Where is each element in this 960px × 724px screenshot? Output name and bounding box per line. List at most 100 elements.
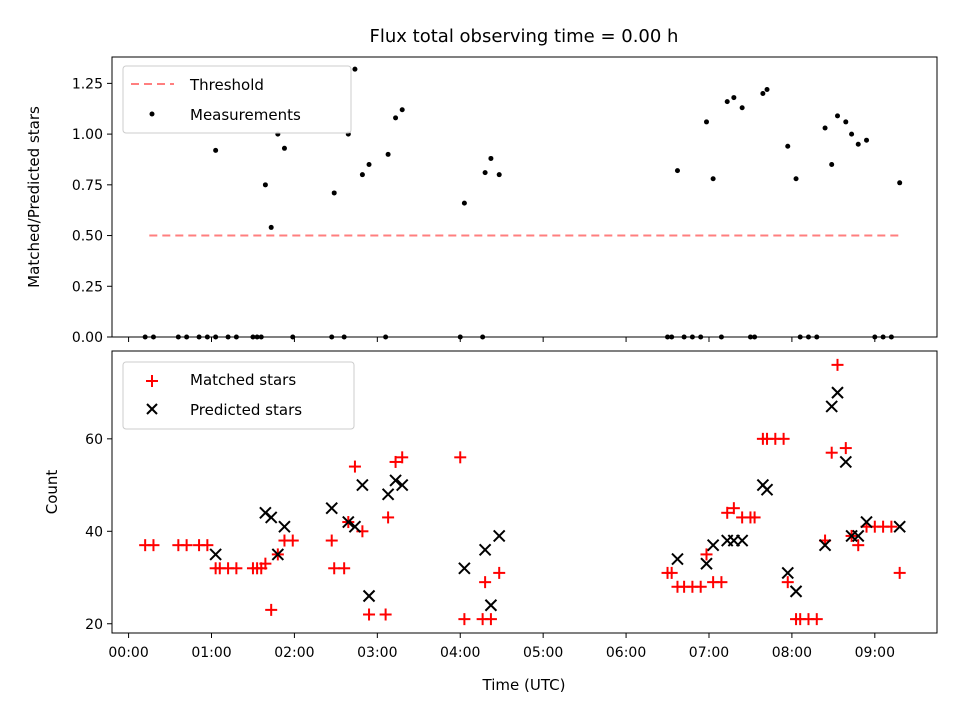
x-tick-label: 08:00 bbox=[772, 645, 812, 661]
predicted-star-point bbox=[478, 543, 492, 556]
bottom-y-axis-label: Count bbox=[43, 470, 61, 515]
predicted-star-point bbox=[362, 589, 376, 603]
measurement-point bbox=[213, 147, 219, 153]
legend-matched-swatch bbox=[146, 375, 158, 387]
matched-star-point bbox=[748, 511, 761, 524]
measurement-point bbox=[184, 334, 190, 340]
x-tick-label: 09:00 bbox=[855, 645, 895, 661]
bottom-plot-frame bbox=[111, 350, 938, 634]
matched-star-point bbox=[180, 539, 193, 552]
measurement-point bbox=[496, 172, 502, 178]
x-tick-label: 01:00 bbox=[191, 645, 231, 661]
predicted-star-point bbox=[271, 548, 285, 561]
measurement-point bbox=[480, 334, 486, 340]
top-y-tick-label: 0.75 bbox=[72, 178, 103, 194]
matched-star-point bbox=[715, 576, 728, 589]
measurement-point bbox=[150, 334, 156, 340]
predicted-star-point bbox=[825, 400, 838, 413]
matched-star-point bbox=[338, 562, 351, 575]
bottom-y-tick-label: 20 bbox=[85, 617, 103, 633]
matched-star-point bbox=[479, 576, 492, 589]
matched-star-point bbox=[721, 506, 734, 519]
top-y-tick-label: 1.25 bbox=[72, 76, 103, 92]
measurement-point bbox=[710, 176, 716, 182]
legend-threshold-label: Threshold bbox=[189, 76, 264, 94]
measurement-point bbox=[703, 119, 709, 125]
legend-measurements-swatch bbox=[149, 111, 155, 117]
predicted-star-point bbox=[860, 515, 873, 529]
matched-star-point bbox=[839, 442, 852, 455]
predicted-star-point bbox=[458, 562, 471, 575]
predicted-star-point bbox=[342, 515, 355, 529]
bottom-axes: 20 40 60 00:00 01:00 02:00 03:00 04:00 05:00 06:… bbox=[43, 350, 938, 694]
measurement-point bbox=[262, 182, 268, 188]
top-y-tick-label: 0.25 bbox=[72, 279, 103, 295]
measurement-point bbox=[724, 99, 730, 105]
legend-predicted-label: Predicted stars bbox=[190, 401, 302, 419]
x-tick-label: 02:00 bbox=[274, 645, 314, 661]
matched-star-point bbox=[831, 358, 844, 371]
measurement-point bbox=[331, 190, 337, 196]
measurement-points bbox=[142, 66, 903, 340]
measurement-point bbox=[785, 143, 791, 149]
bottom-legend: Matched stars Predicted stars bbox=[122, 361, 355, 430]
top-legend-box bbox=[122, 65, 352, 134]
predicted-star-point bbox=[325, 501, 338, 515]
predicted-star-point bbox=[781, 566, 794, 580]
measurement-point bbox=[461, 200, 467, 206]
measurement-point bbox=[393, 115, 399, 121]
measurement-point bbox=[482, 170, 488, 176]
chart-title: Flux total observing time = 0.00 h bbox=[370, 26, 679, 47]
measurement-point bbox=[731, 95, 737, 101]
measurement-point bbox=[281, 145, 287, 151]
x-tick-label: 04:00 bbox=[440, 645, 480, 661]
predicted-star-point bbox=[839, 455, 853, 469]
top-y-ticks: 0.00 0.25 0.50 0.75 1.00 1.25 bbox=[72, 76, 112, 346]
measurement-point bbox=[290, 334, 296, 340]
bottom-y-tick-label: 40 bbox=[85, 524, 103, 540]
measurement-point bbox=[366, 162, 372, 168]
measurement-point bbox=[698, 334, 704, 340]
measurement-point bbox=[760, 91, 766, 97]
measurement-point bbox=[843, 119, 849, 125]
matched-star-point bbox=[201, 539, 214, 552]
top-axes: 0.00 0.25 0.50 0.75 1.00 1.25 Matched/Predict… bbox=[25, 56, 938, 346]
predicted-star-point bbox=[395, 478, 409, 492]
measurement-point bbox=[897, 180, 903, 186]
measurement-point bbox=[175, 334, 181, 340]
measurement-point bbox=[669, 334, 675, 340]
measurement-point bbox=[835, 113, 841, 119]
measurement-point bbox=[233, 334, 239, 340]
x-tick-label: 07:00 bbox=[689, 645, 729, 661]
measurement-point bbox=[196, 334, 202, 340]
top-y-tick-label: 1.00 bbox=[72, 127, 103, 143]
predicted-star-point bbox=[356, 478, 369, 492]
bottom-x-ticks: 00:00 01:00 02:00 03:00 04:00 05:00 06:00 07:00… bbox=[108, 633, 895, 661]
matched-star-point bbox=[147, 539, 160, 552]
predicted-stars-points bbox=[209, 386, 906, 612]
predicted-star-point bbox=[278, 520, 291, 533]
legend-measurements-label: Measurements bbox=[190, 106, 301, 124]
measurement-point bbox=[888, 334, 894, 340]
matched-star-point bbox=[665, 566, 678, 579]
predicted-star-point bbox=[264, 511, 278, 524]
measurement-point bbox=[747, 334, 753, 340]
measurement-point bbox=[383, 334, 389, 340]
matched-star-point bbox=[852, 539, 865, 552]
matched-star-point bbox=[893, 566, 906, 579]
predicted-star-point bbox=[852, 529, 865, 543]
measurement-point bbox=[849, 131, 855, 137]
matched-star-point bbox=[379, 608, 392, 621]
measurement-point bbox=[764, 86, 770, 92]
measurement-point bbox=[864, 137, 870, 143]
matched-star-point bbox=[727, 502, 740, 515]
measurement-point bbox=[822, 125, 828, 131]
measurement-point bbox=[880, 334, 886, 340]
measurement-point bbox=[718, 334, 724, 340]
measurement-point bbox=[829, 162, 835, 168]
measurement-point bbox=[872, 334, 878, 340]
bottom-legend-box bbox=[122, 361, 355, 430]
predicted-star-point bbox=[760, 483, 774, 496]
matched-star-point bbox=[484, 613, 497, 626]
